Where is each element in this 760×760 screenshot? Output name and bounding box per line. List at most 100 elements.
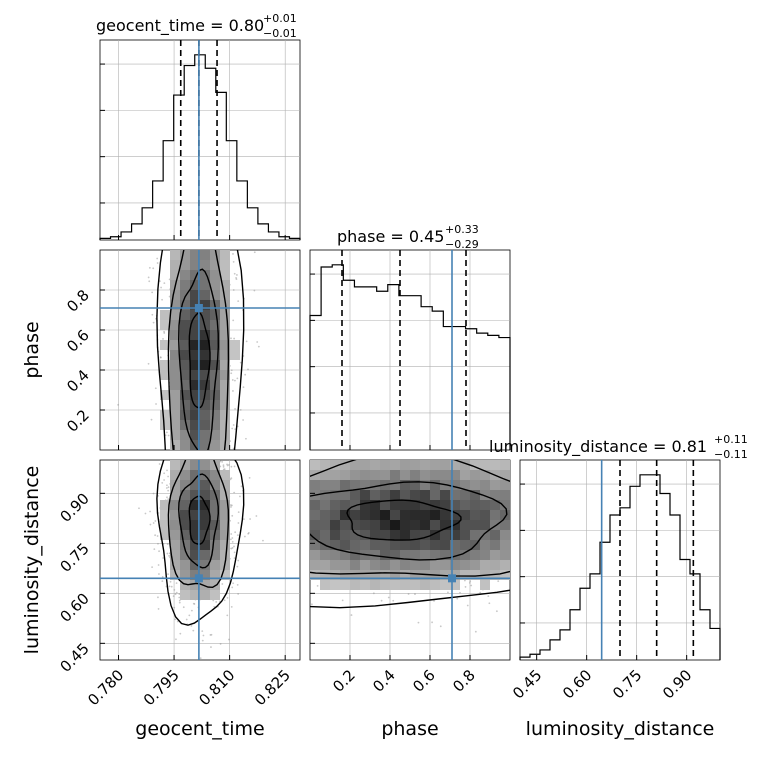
density-cell <box>180 330 190 340</box>
density-cell <box>460 560 470 570</box>
density-cell <box>160 520 170 530</box>
sample-point <box>161 575 164 578</box>
sample-point <box>439 625 442 628</box>
sample-point <box>158 463 161 465</box>
sample-point <box>165 487 168 489</box>
panel-phase-vs-luminosity_distance <box>66 451 518 661</box>
density-cell <box>320 560 330 570</box>
density-cell <box>370 510 380 520</box>
density-cell <box>320 570 330 580</box>
density-cell <box>200 560 210 570</box>
density-cell <box>190 250 200 260</box>
density-cell <box>310 480 320 490</box>
density-cell <box>400 530 410 540</box>
density-cell <box>400 480 410 490</box>
density-cell <box>180 440 190 450</box>
density-cell <box>180 340 190 350</box>
density-cell <box>180 540 190 550</box>
density-cell <box>470 520 480 530</box>
density-cell <box>430 550 440 560</box>
density-cell <box>350 560 360 570</box>
sample-point <box>245 340 248 343</box>
density-cell <box>460 530 470 540</box>
sample-point <box>253 251 256 254</box>
density-cell <box>310 520 320 530</box>
sample-point <box>225 245 227 247</box>
sample-point <box>189 452 191 454</box>
density-cell <box>380 570 390 580</box>
sample-point <box>514 515 516 517</box>
density-cell <box>220 410 230 420</box>
sample-point <box>138 507 140 510</box>
density-cell <box>230 340 240 350</box>
sample-point <box>301 590 303 592</box>
density-cell <box>470 490 480 500</box>
sample-point <box>222 464 225 467</box>
sample-point <box>516 476 518 478</box>
density-cell <box>310 530 320 540</box>
sample-point <box>239 495 241 498</box>
sample-point <box>165 431 168 434</box>
density-cell <box>190 410 200 420</box>
density-cell <box>210 410 220 420</box>
density-cell <box>330 530 340 540</box>
sample-point <box>226 464 229 467</box>
sample-point <box>468 581 471 584</box>
density-cell <box>320 520 330 530</box>
density-cell <box>200 420 210 430</box>
density-cell <box>220 530 230 540</box>
density-cell <box>430 490 440 500</box>
density-cell <box>170 530 180 540</box>
sample-point <box>230 369 233 372</box>
density-cell <box>460 500 470 510</box>
density-cell <box>470 550 480 560</box>
density-cell <box>190 310 200 320</box>
sample-point <box>244 535 246 538</box>
density-cell <box>180 530 190 540</box>
density-cell <box>160 510 170 520</box>
density-cell <box>190 530 200 540</box>
density-cell <box>440 540 450 550</box>
density-cell <box>170 440 180 450</box>
sample-point <box>202 246 204 248</box>
density-cell <box>500 480 510 490</box>
density-cell <box>160 410 170 420</box>
sample-point <box>148 266 151 269</box>
density-cell <box>170 340 180 350</box>
hist-step <box>309 264 511 450</box>
density-cell <box>320 460 330 470</box>
density-cell <box>210 510 220 520</box>
density-cell <box>220 510 230 520</box>
density-cell <box>170 570 180 580</box>
sample-point <box>231 427 234 430</box>
density-cell <box>450 550 460 560</box>
sample-point <box>206 453 208 455</box>
density-cell <box>180 270 190 280</box>
sample-point <box>495 610 498 613</box>
sample-point <box>209 452 211 454</box>
sample-point <box>179 455 181 457</box>
density-cell <box>490 480 500 490</box>
sample-point <box>163 453 165 455</box>
sample-point <box>66 451 68 453</box>
density-cell <box>180 560 190 570</box>
sample-point <box>177 456 179 458</box>
x-tick-label: 0.60 <box>559 666 595 702</box>
density-cell <box>220 500 230 510</box>
density-cell <box>420 460 430 470</box>
density-cell <box>210 520 220 530</box>
sample-point <box>306 491 308 493</box>
sample-point <box>516 568 518 570</box>
density-cell <box>330 490 340 500</box>
sample-point <box>276 455 278 457</box>
sample-point <box>244 458 246 460</box>
density-cell <box>200 460 210 470</box>
x-tick-label: 0.780 <box>84 666 127 709</box>
density-cell <box>350 480 360 490</box>
sample-point <box>487 595 490 598</box>
y-tick-label: 0.2 <box>63 406 93 436</box>
contour-line <box>177 268 220 450</box>
density-cell <box>490 520 500 530</box>
sample-point <box>198 457 200 459</box>
density-cell <box>190 430 200 440</box>
